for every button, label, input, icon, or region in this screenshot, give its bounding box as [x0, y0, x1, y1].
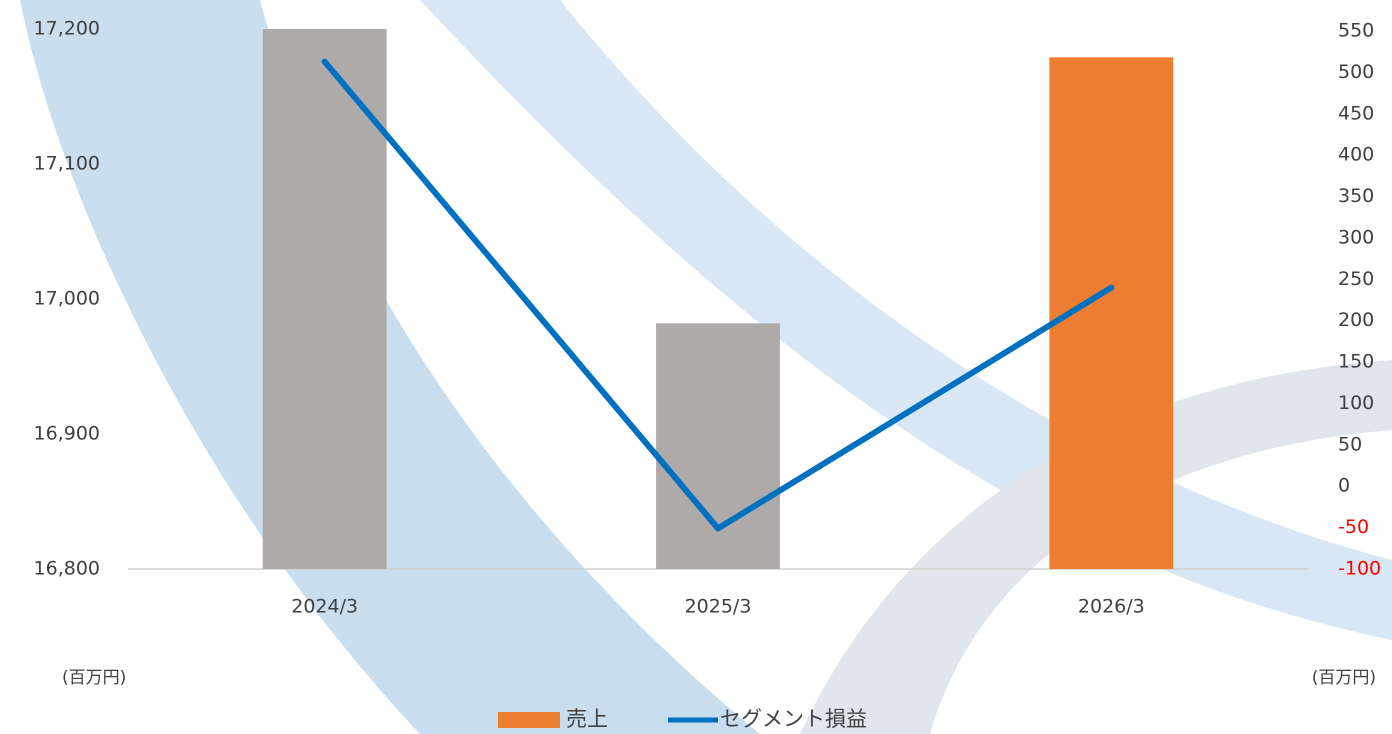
- y2-tick-label: -50: [1338, 516, 1369, 538]
- legend-label: 売上: [566, 707, 608, 731]
- bar: [262, 29, 387, 569]
- y2-tick-label: 200: [1338, 309, 1374, 331]
- y-tick-label: 16,800: [34, 558, 100, 580]
- y2-tick-label: 50: [1338, 433, 1362, 455]
- y2-tick-label: 100: [1338, 392, 1374, 414]
- y2-tick-label: 250: [1338, 268, 1374, 290]
- y-tick-label: 17,000: [34, 288, 100, 310]
- y2-tick-label: 400: [1338, 144, 1374, 166]
- y2-tick-label: 500: [1338, 61, 1374, 83]
- legend-swatch: [498, 712, 560, 728]
- x-tick-label: 2025/3: [685, 596, 752, 618]
- y2-tick-label: 350: [1338, 185, 1374, 207]
- y2-tick-label: 0: [1338, 475, 1350, 497]
- y2-unit-label: (百万円): [1312, 668, 1376, 688]
- line: [321, 58, 1115, 532]
- y-tick-label: 17,200: [34, 18, 100, 40]
- y-unit-label: (百万円): [62, 668, 126, 688]
- y2-tick-label: 150: [1338, 351, 1374, 373]
- y2-tick-label: 450: [1338, 102, 1374, 124]
- y-tick-label: 17,100: [34, 153, 100, 175]
- y2-tick-label: 550: [1338, 20, 1374, 42]
- x-tick-label: 2026/3: [1078, 596, 1145, 618]
- y-tick-label: 16,900: [34, 423, 100, 445]
- y2-tick-label: -100: [1338, 558, 1381, 580]
- x-tick-label: 2024/3: [291, 596, 358, 618]
- legend-label: セグメント損益: [720, 707, 867, 731]
- y2-tick-label: 300: [1338, 226, 1374, 248]
- bar: [656, 323, 780, 569]
